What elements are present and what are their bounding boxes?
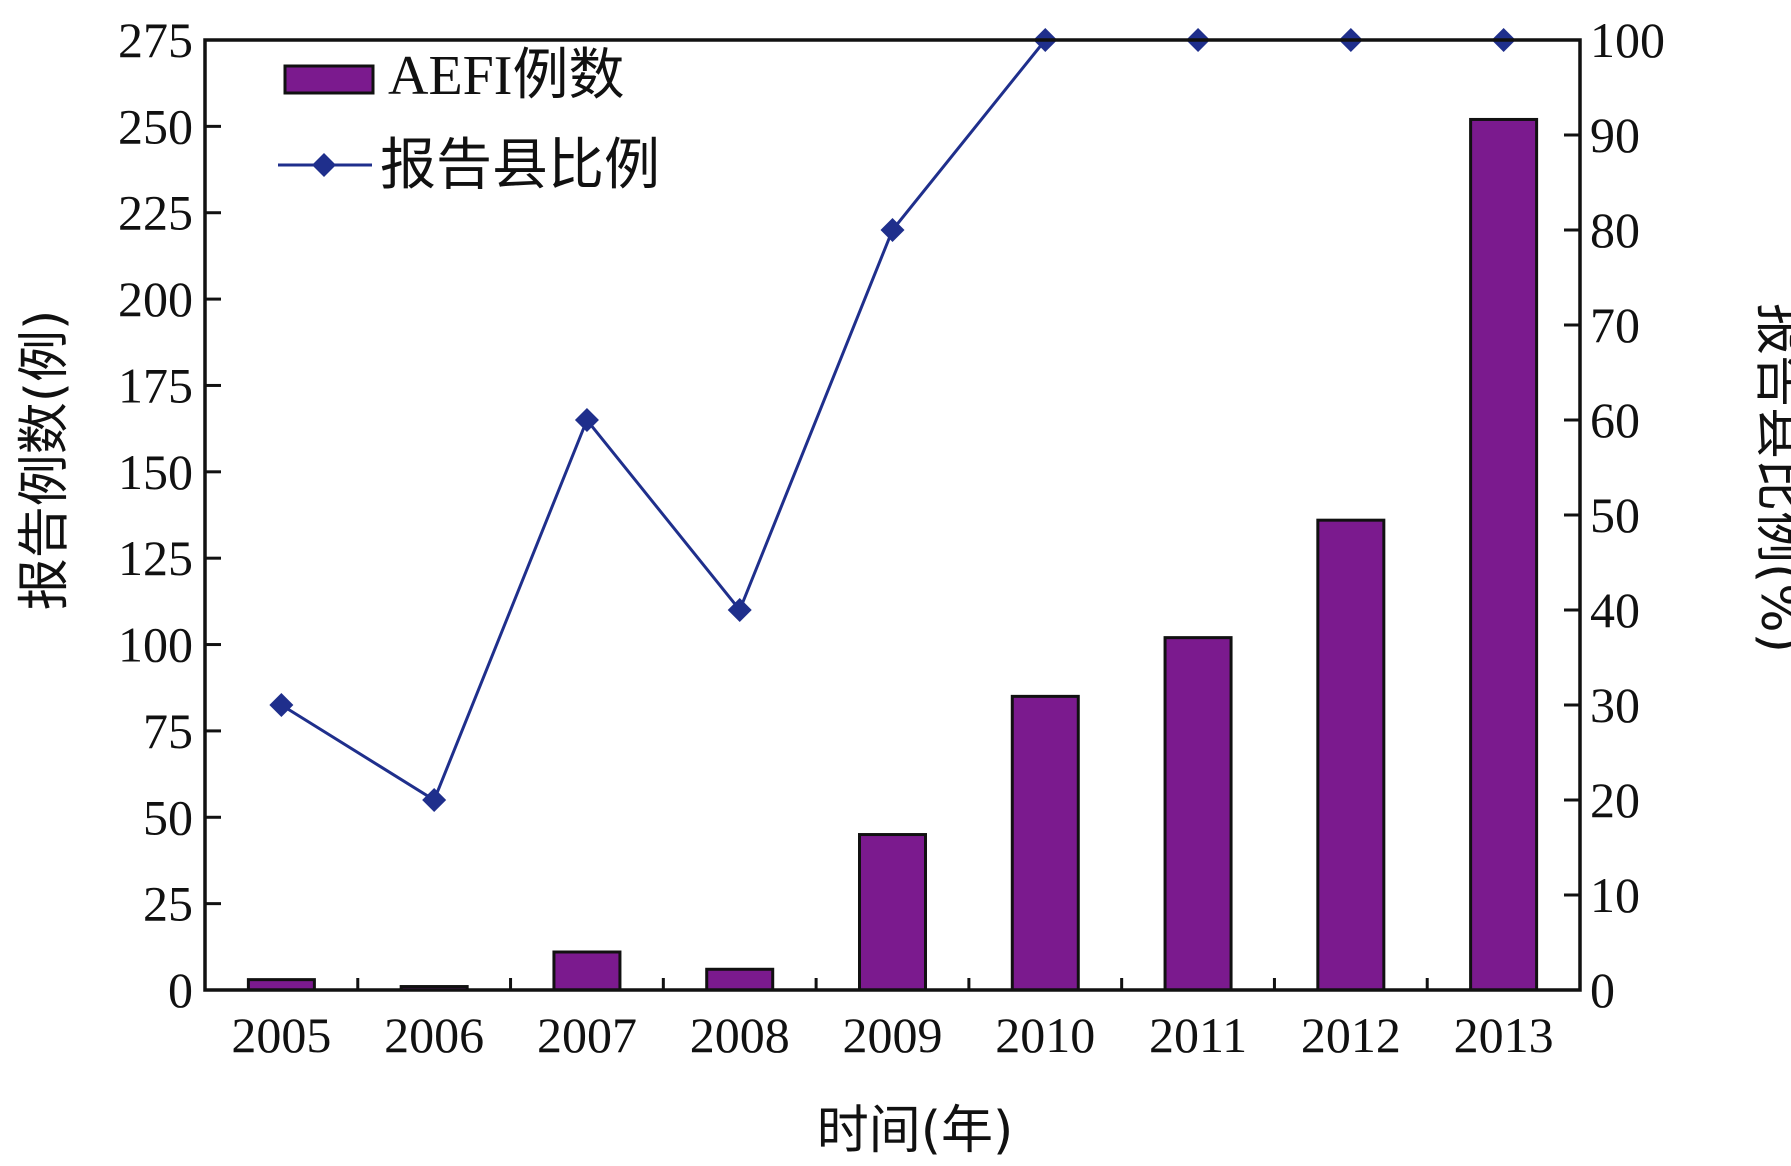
bar-2008 (705, 967, 775, 992)
y-tick-label-0: 0 (168, 962, 193, 1018)
tick-labels: 0 25 50 75 100 125 150 175 200 225 250 275 0 10 20 30 40… (118, 12, 1665, 1063)
x-tick-label-2010: 2010 (995, 1007, 1095, 1063)
legend-bar-swatch (283, 64, 375, 95)
y2-axis-title: 报告县比例(%) (1749, 303, 1791, 653)
legend: AEFI例数 报告县比例 (278, 45, 660, 197)
y2-tick-label-60: 60 (1590, 392, 1640, 448)
y-tick-label-275: 275 (118, 12, 193, 68)
line-point-2005 (269, 693, 294, 717)
y2-tick-label-10: 10 (1590, 867, 1640, 923)
x-tick-label-2013: 2013 (1454, 1007, 1554, 1063)
line-point-2008 (727, 598, 752, 622)
y-tick-label-75: 75 (143, 703, 193, 759)
y-tick-label-25: 25 (143, 876, 193, 932)
line-point-2007 (574, 408, 599, 432)
x-axis-title: 时间(年) (817, 1101, 1014, 1161)
y2-tick-label-30: 30 (1590, 677, 1640, 733)
x-tick-label-2006: 2006 (384, 1007, 484, 1063)
y-tick-label-50: 50 (143, 789, 193, 845)
x-tick-label-2009: 2009 (843, 1007, 943, 1063)
line-point-2009 (880, 218, 905, 242)
bar-2012 (1316, 518, 1386, 992)
y-tick-label-100: 100 (118, 617, 193, 673)
bar-2007 (552, 950, 622, 992)
legend-label-line: 报告县比例 (380, 135, 660, 197)
y2-tick-label-100: 100 (1590, 12, 1665, 68)
bar-2009 (858, 833, 927, 992)
x-tick-label-2007: 2007 (537, 1007, 637, 1063)
y-tick-label-250: 250 (118, 98, 193, 154)
bar-2010 (1010, 694, 1080, 992)
y-tick-label-175: 175 (118, 357, 193, 413)
bar-2013 (1469, 117, 1539, 992)
x-tick-label-2011: 2011 (1149, 1007, 1247, 1063)
bar-series (246, 117, 1539, 992)
x-tick-label-2008: 2008 (690, 1007, 790, 1063)
legend-line-marker (312, 153, 336, 177)
line-point-2006 (422, 788, 447, 812)
y2-tick-label-50: 50 (1590, 487, 1640, 543)
axes (203, 38, 1582, 992)
bar-2011 (1163, 636, 1233, 992)
y-tick-label-225: 225 (118, 185, 193, 241)
y2-tick-label-80: 80 (1590, 202, 1640, 258)
x-tick-label-2012: 2012 (1301, 1007, 1401, 1063)
y-tick-label-200: 200 (118, 271, 193, 327)
y2-tick-label-40: 40 (1590, 582, 1640, 638)
y-tick-label-125: 125 (118, 530, 193, 586)
y2-tick-label-20: 20 (1590, 772, 1640, 828)
x-tick-label-2005: 2005 (231, 1007, 331, 1063)
legend-label-bars: AEFI例数 (388, 45, 624, 107)
y2-tick-label-70: 70 (1590, 297, 1640, 353)
y2-tick-label-90: 90 (1590, 107, 1640, 163)
y2-tick-label-0: 0 (1590, 962, 1615, 1018)
y-tick-label-150: 150 (118, 444, 193, 500)
y-axis-title: 报告例数(例) (15, 310, 75, 611)
